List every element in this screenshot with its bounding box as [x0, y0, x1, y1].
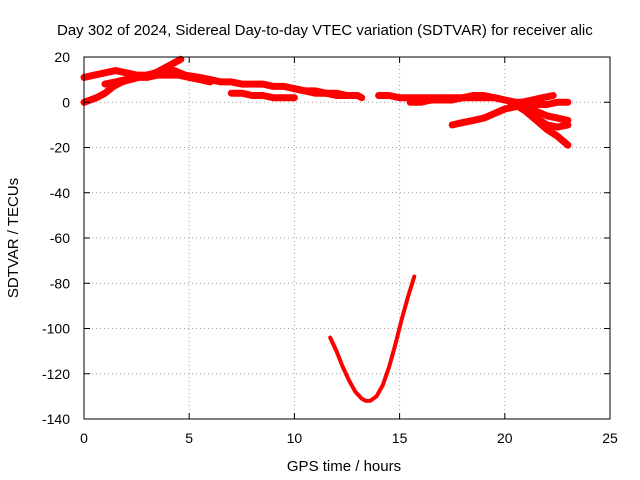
x-axis-title: GPS time / hours	[287, 458, 401, 475]
series-line-band-10	[511, 101, 572, 149]
series-line-dip	[328, 274, 417, 403]
y-tick-label: 0	[62, 94, 70, 110]
y-tick-label: -140	[42, 411, 70, 427]
series-layer	[80, 55, 572, 403]
y-tick-label: -60	[50, 230, 70, 246]
y-tick-label: -20	[50, 140, 70, 156]
series-line-band-4	[227, 89, 298, 102]
series-line-band-7	[406, 94, 530, 108]
x-tick-label: 10	[287, 430, 303, 446]
y-tick-label: 20	[54, 49, 70, 65]
x-tick-label: 0	[80, 430, 88, 446]
y-tick-label: -80	[50, 275, 70, 291]
series-line-band-3	[101, 71, 214, 88]
series-line-band-12	[507, 92, 557, 108]
x-tick-label: 15	[392, 430, 408, 446]
chart-title: Day 302 of 2024, Sidereal Day-to-day VTE…	[57, 22, 593, 39]
y-tick-label: -120	[42, 366, 70, 382]
series-line-band-5	[290, 85, 366, 102]
y-axis-title: SDTVAR / TECUs	[5, 178, 22, 298]
y-tick-label: -40	[50, 185, 70, 201]
grid-layer	[84, 57, 610, 419]
x-tick-label: 25	[602, 430, 618, 446]
x-tick-label: 20	[497, 430, 513, 446]
x-tick-label: 5	[185, 430, 193, 446]
label-layer: 0 5 10 15 20 25 -140 -120 -100 -80 -60 -40 -20 0 20	[42, 49, 618, 446]
tick-layer	[83, 56, 611, 420]
y-tick-label: -100	[42, 321, 70, 337]
series-line-band-11	[522, 103, 572, 124]
